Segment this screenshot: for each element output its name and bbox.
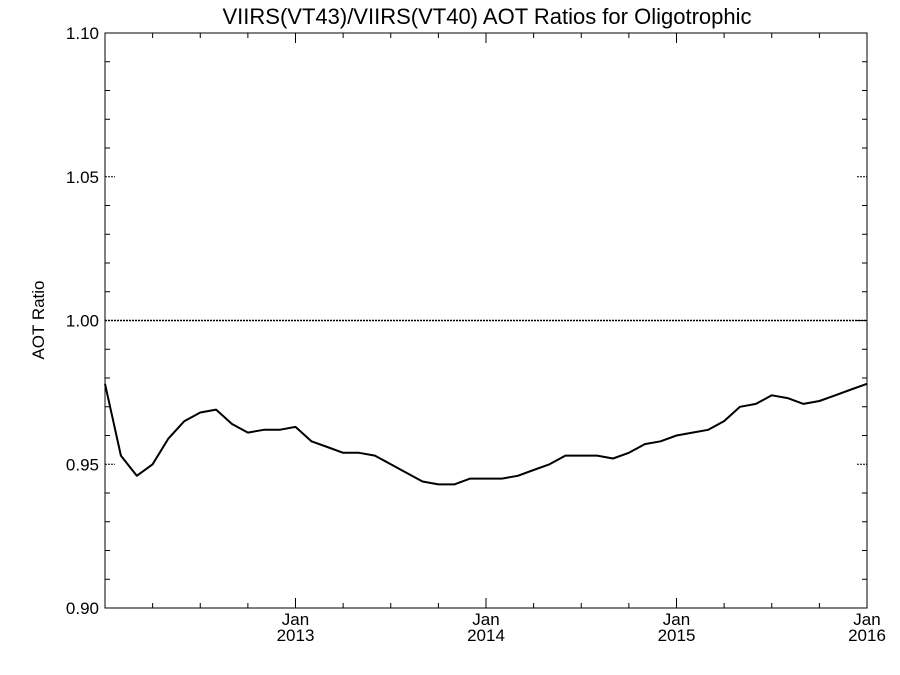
- chart-title: VIIRS(VT43)/VIIRS(VT40) AOT Ratios for O…: [223, 4, 752, 29]
- y-tick-label-1: 0.95: [66, 455, 99, 474]
- x-tick-month-label-3: Jan: [853, 610, 880, 629]
- y-tick-label-3: 1.05: [66, 168, 99, 187]
- series-line-0: [104, 382, 868, 486]
- x-tick-year-label-3: 2016: [848, 626, 886, 645]
- series-layer: [104, 382, 868, 486]
- ticks-layer: 0.900.951.001.051.10Jan2013Jan2014Jan201…: [66, 24, 886, 645]
- x-tick-month-label-1: Jan: [472, 610, 499, 629]
- x-tick-month-label-0: Jan: [282, 610, 309, 629]
- y-tick-label-4: 1.10: [66, 24, 99, 43]
- x-tick-year-label-0: 2013: [277, 626, 315, 645]
- y-tick-label-2: 1.00: [66, 312, 99, 331]
- x-tick-year-label-1: 2014: [467, 626, 505, 645]
- x-tick-year-label-2: 2015: [658, 626, 696, 645]
- y-tick-label-0: 0.90: [66, 599, 99, 618]
- y-axis-label: AOT Ratio: [29, 280, 48, 359]
- x-tick-month-label-2: Jan: [663, 610, 690, 629]
